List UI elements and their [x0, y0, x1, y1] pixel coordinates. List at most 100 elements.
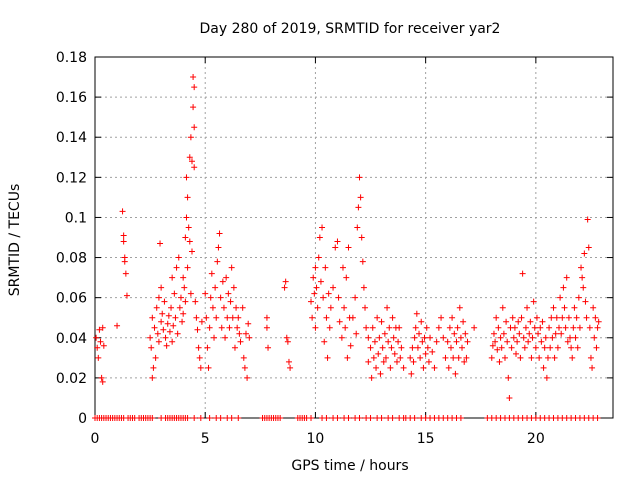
data-point	[285, 358, 292, 365]
data-point	[592, 314, 599, 321]
data-point	[171, 290, 178, 297]
data-point	[374, 314, 381, 321]
data-point	[356, 174, 363, 181]
data-point	[552, 330, 559, 337]
data-point	[186, 238, 193, 245]
data-point	[214, 258, 221, 265]
data-point	[240, 354, 247, 361]
data-point	[239, 304, 246, 311]
data-point	[204, 344, 211, 351]
data-point	[524, 304, 531, 311]
data-point	[332, 244, 339, 251]
data-point	[565, 314, 572, 321]
data-point	[93, 334, 100, 341]
data-point	[207, 294, 214, 301]
data-point	[365, 358, 372, 365]
data-point	[230, 284, 237, 291]
data-point	[335, 294, 342, 301]
y-tick-label: 0	[78, 411, 87, 427]
data-point	[123, 292, 130, 299]
data-point	[154, 330, 161, 337]
data-point	[194, 326, 201, 333]
data-point	[591, 334, 598, 341]
data-point	[412, 324, 419, 331]
data-point	[344, 354, 351, 361]
data-point	[510, 334, 517, 341]
data-point	[281, 284, 288, 291]
data-point	[162, 334, 169, 341]
data-point	[488, 354, 495, 361]
data-point	[206, 415, 213, 421]
data-point	[312, 324, 319, 331]
data-point	[182, 234, 189, 241]
data-point	[515, 318, 522, 325]
x-tick-label: 5	[201, 431, 210, 447]
data-point	[500, 330, 507, 337]
data-point	[176, 304, 183, 311]
data-point	[191, 84, 198, 91]
data-point	[97, 338, 104, 345]
y-tick-label: 0.16	[56, 90, 87, 106]
data-point	[576, 324, 583, 331]
data-point	[236, 330, 243, 337]
data-point	[457, 415, 464, 421]
data-point	[173, 264, 180, 271]
data-point	[562, 324, 569, 331]
data-point	[378, 318, 385, 325]
data-point	[310, 274, 317, 281]
data-point	[342, 324, 349, 331]
data-point	[319, 224, 326, 231]
data-point	[323, 415, 330, 421]
data-point	[284, 338, 291, 345]
data-point	[99, 378, 106, 385]
data-point	[150, 364, 157, 371]
data-point	[336, 318, 343, 325]
data-point	[413, 310, 420, 317]
data-point	[187, 290, 194, 297]
data-point	[514, 338, 521, 345]
data-point	[531, 324, 538, 331]
data-point	[153, 304, 160, 311]
data-point	[564, 338, 571, 345]
data-point	[229, 314, 236, 321]
data-point	[543, 374, 550, 381]
data-point	[471, 324, 478, 331]
data-point	[323, 314, 330, 321]
data-point	[541, 344, 548, 351]
data-point	[345, 244, 352, 251]
data-point	[578, 264, 585, 271]
data-point	[182, 298, 189, 305]
data-point	[590, 304, 597, 311]
data-point	[357, 194, 364, 201]
y-axis-label: SRMTID / TECUs	[7, 184, 23, 297]
data-point	[203, 314, 210, 321]
data-point	[379, 344, 386, 351]
data-point	[155, 294, 162, 301]
data-point	[575, 294, 582, 301]
data-point	[325, 290, 332, 297]
data-point	[425, 358, 432, 365]
data-point	[187, 134, 194, 141]
data-point	[505, 374, 512, 381]
data-points	[92, 74, 602, 421]
data-point	[535, 330, 542, 337]
data-point	[218, 324, 225, 331]
data-point	[549, 334, 556, 341]
y-tick-label: 0.02	[56, 371, 87, 387]
data-point	[179, 318, 186, 325]
data-point	[538, 338, 545, 345]
data-point	[222, 334, 229, 341]
data-point	[122, 270, 129, 277]
y-tick-label: 0.18	[56, 50, 87, 66]
data-point	[169, 338, 176, 345]
data-point	[378, 415, 385, 421]
data-point	[224, 314, 231, 321]
data-point	[227, 298, 234, 305]
data-point	[246, 334, 253, 341]
data-point	[120, 238, 127, 245]
data-point	[119, 208, 126, 215]
data-point	[513, 350, 520, 357]
data-point	[245, 320, 252, 327]
data-point	[312, 264, 319, 271]
data-point	[589, 364, 596, 371]
